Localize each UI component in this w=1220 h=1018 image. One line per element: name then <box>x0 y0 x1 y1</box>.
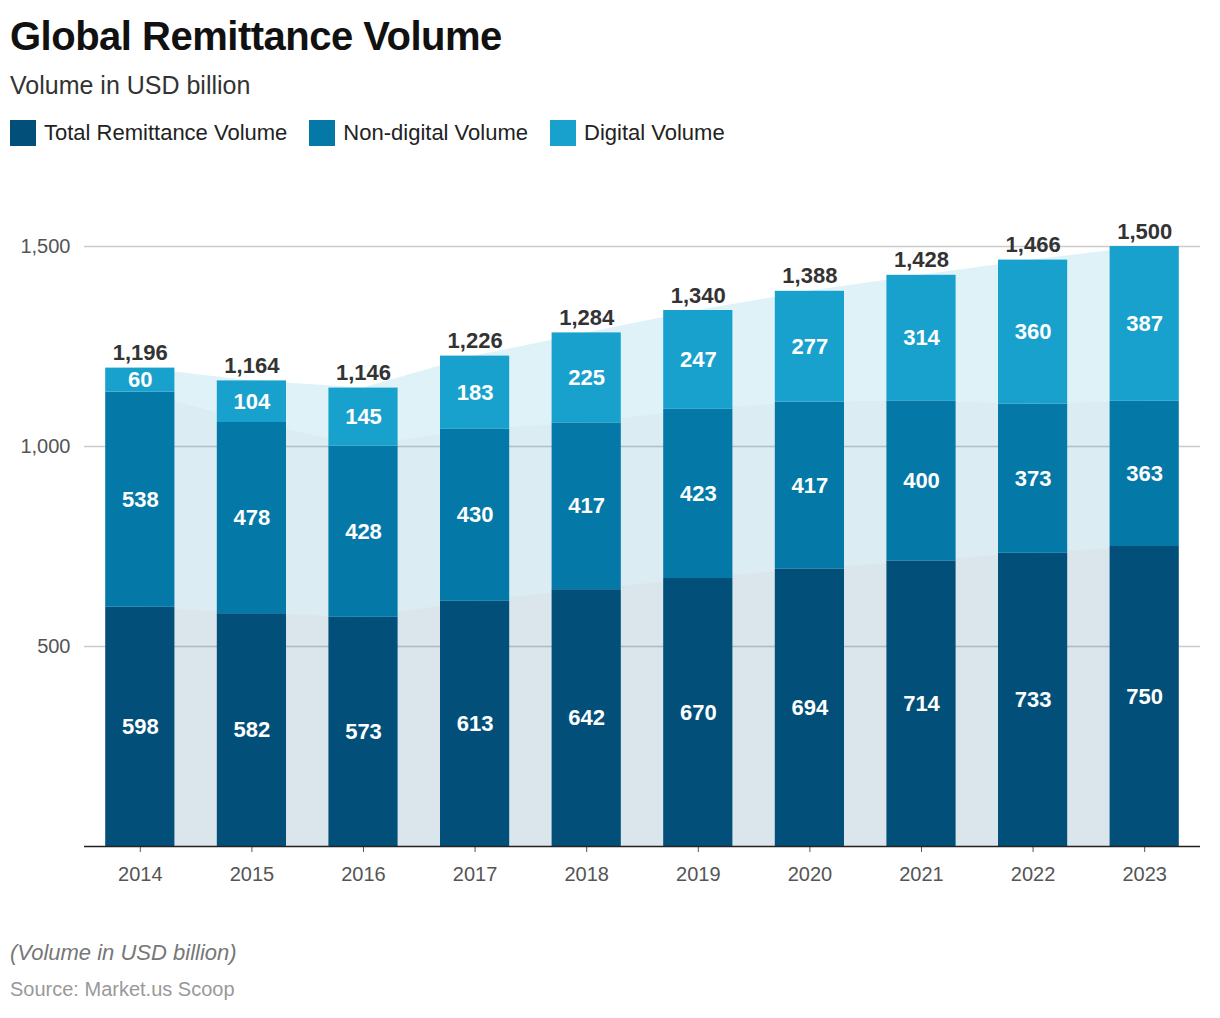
svg-text:2022: 2022 <box>1011 863 1056 885</box>
html-text:(Volume in USD billion): (Volume in USD billion) <box>10 940 237 965</box>
svg-text:1,428: 1,428 <box>894 247 949 272</box>
html-text:Digital Volume: Digital Volume <box>584 120 725 145</box>
svg-text:1,284: 1,284 <box>559 305 615 330</box>
svg-text:360: 360 <box>1015 319 1052 344</box>
html-text:Non-digital Volume: Non-digital Volume <box>343 120 528 145</box>
svg-text:1,226: 1,226 <box>448 328 503 353</box>
svg-text:478: 478 <box>234 505 271 530</box>
svg-text:247: 247 <box>680 347 717 372</box>
svg-text:314: 314 <box>903 325 940 350</box>
svg-text:714: 714 <box>903 691 940 716</box>
svg-text:277: 277 <box>792 334 829 359</box>
svg-text:60: 60 <box>128 367 152 392</box>
svg-text:1,466: 1,466 <box>1006 232 1061 257</box>
svg-text:2023: 2023 <box>1122 863 1167 885</box>
svg-text:694: 694 <box>792 695 829 720</box>
svg-text:225: 225 <box>568 365 605 390</box>
svg-text:363: 363 <box>1126 461 1163 486</box>
svg-text:573: 573 <box>345 719 382 744</box>
svg-text:1,164: 1,164 <box>224 353 280 378</box>
svg-text:104: 104 <box>234 389 271 414</box>
html-text:Source: Market.us Scoop: Source: Market.us Scoop <box>10 978 235 1000</box>
svg-text:733: 733 <box>1015 687 1052 712</box>
svg-text:2021: 2021 <box>899 863 944 885</box>
svg-text:2019: 2019 <box>676 863 721 885</box>
svg-text:2017: 2017 <box>453 863 498 885</box>
svg-text:1,340: 1,340 <box>671 283 726 308</box>
svg-text:145: 145 <box>345 404 382 429</box>
svg-text:423: 423 <box>680 481 717 506</box>
svg-text:2020: 2020 <box>788 863 833 885</box>
svg-text:1,146: 1,146 <box>336 360 391 385</box>
svg-text:2015: 2015 <box>230 863 275 885</box>
svg-text:538: 538 <box>122 487 159 512</box>
svg-text:183: 183 <box>457 380 494 405</box>
svg-text:428: 428 <box>345 519 382 544</box>
svg-text:430: 430 <box>457 502 494 527</box>
svg-text:1,196: 1,196 <box>113 340 168 365</box>
svg-text:500: 500 <box>37 635 70 657</box>
html-text:Total Remittance Volume: Total Remittance Volume <box>44 120 288 145</box>
svg-text:373: 373 <box>1015 466 1052 491</box>
svg-text:1,000: 1,000 <box>20 435 70 457</box>
svg-text:1,388: 1,388 <box>782 263 837 288</box>
svg-text:2018: 2018 <box>564 863 609 885</box>
html-text:Global Remittance Volume: Global Remittance Volume <box>10 14 502 58</box>
html-text:Volume in USD billion: Volume in USD billion <box>10 71 251 99</box>
svg-text:582: 582 <box>234 717 271 742</box>
svg-text:2014: 2014 <box>118 863 163 885</box>
svg-text:598: 598 <box>122 714 159 739</box>
svg-text:642: 642 <box>568 705 605 730</box>
svg-text:670: 670 <box>680 700 717 725</box>
svg-text:1,500: 1,500 <box>20 235 70 257</box>
svg-text:417: 417 <box>792 473 829 498</box>
svg-text:400: 400 <box>903 468 940 493</box>
svg-text:750: 750 <box>1126 684 1163 709</box>
svg-text:2016: 2016 <box>341 863 386 885</box>
svg-text:613: 613 <box>457 711 494 736</box>
svg-text:1,500: 1,500 <box>1117 219 1172 244</box>
svg-text:387: 387 <box>1126 311 1163 336</box>
svg-text:417: 417 <box>568 493 605 518</box>
